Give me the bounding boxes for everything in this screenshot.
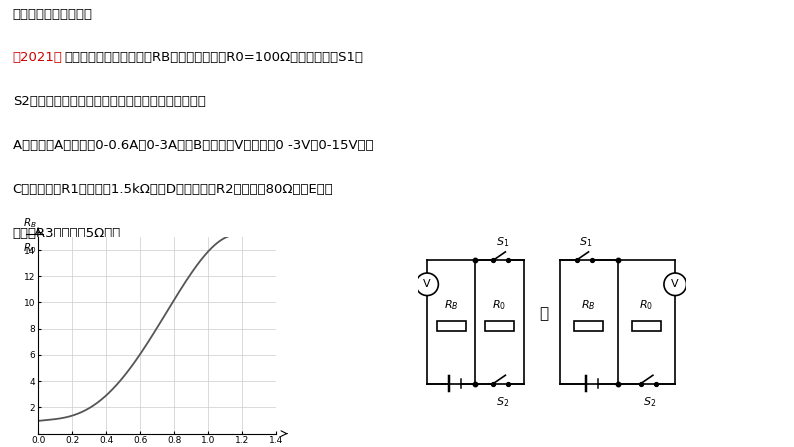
Text: $R_B$: $R_B$ [444, 298, 459, 312]
Circle shape [416, 273, 438, 295]
Text: $R_0$: $R_0$ [23, 241, 37, 255]
Text: V: V [423, 279, 431, 289]
Text: 提供的实验器材如下：: 提供的实验器材如下： [13, 8, 93, 21]
Text: $S_2$: $S_2$ [643, 395, 657, 409]
Text: $S_1$: $S_1$ [495, 235, 509, 249]
Text: $R_B$: $R_B$ [581, 298, 596, 312]
Text: C．定值电阻R1（阻值：1.5kΩ）；D．定值电阻R2（阻值：80Ω）；E．定: C．定值电阻R1（阻值：1.5kΩ）；D．定值电阻R2（阻值：80Ω）；E．定 [13, 183, 333, 196]
Text: $R_B$: $R_B$ [23, 216, 37, 230]
Text: 或: 或 [539, 306, 549, 321]
Text: 值电阻R3（阻值：5Ω）。: 值电阻R3（阻值：5Ω）。 [13, 227, 121, 240]
Bar [485, 321, 515, 331]
Circle shape [664, 273, 687, 295]
Bar [631, 321, 661, 331]
Text: A．电流表A（量程：0-0.6A，0-3A）；B．电压表V（量程：0 -3V，0-15V）；: A．电流表A（量程：0-0.6A，0-3A）；B．电压表V（量程：0 -3V，0… [13, 139, 373, 152]
Bar [574, 321, 603, 331]
Text: $S_1$: $S_1$ [579, 235, 592, 249]
Text: （2021）: （2021） [13, 51, 63, 64]
Bar [437, 321, 466, 331]
Text: $R_0$: $R_0$ [639, 298, 653, 312]
Text: $R_0$: $R_0$ [492, 298, 507, 312]
Text: V: V [672, 279, 679, 289]
Text: 一节旧干电池，磁敏电阻RB（无磁场时阻值R0=100Ω），两个开关S1、: 一节旧干电池，磁敏电阻RB（无磁场时阻值R0=100Ω），两个开关S1、 [64, 51, 363, 64]
Text: $S_2$: $S_2$ [495, 395, 509, 409]
Text: S2，导线若干。另外，还有可供再选择的以下器材：: S2，导线若干。另外，还有可供再选择的以下器材： [13, 95, 206, 108]
